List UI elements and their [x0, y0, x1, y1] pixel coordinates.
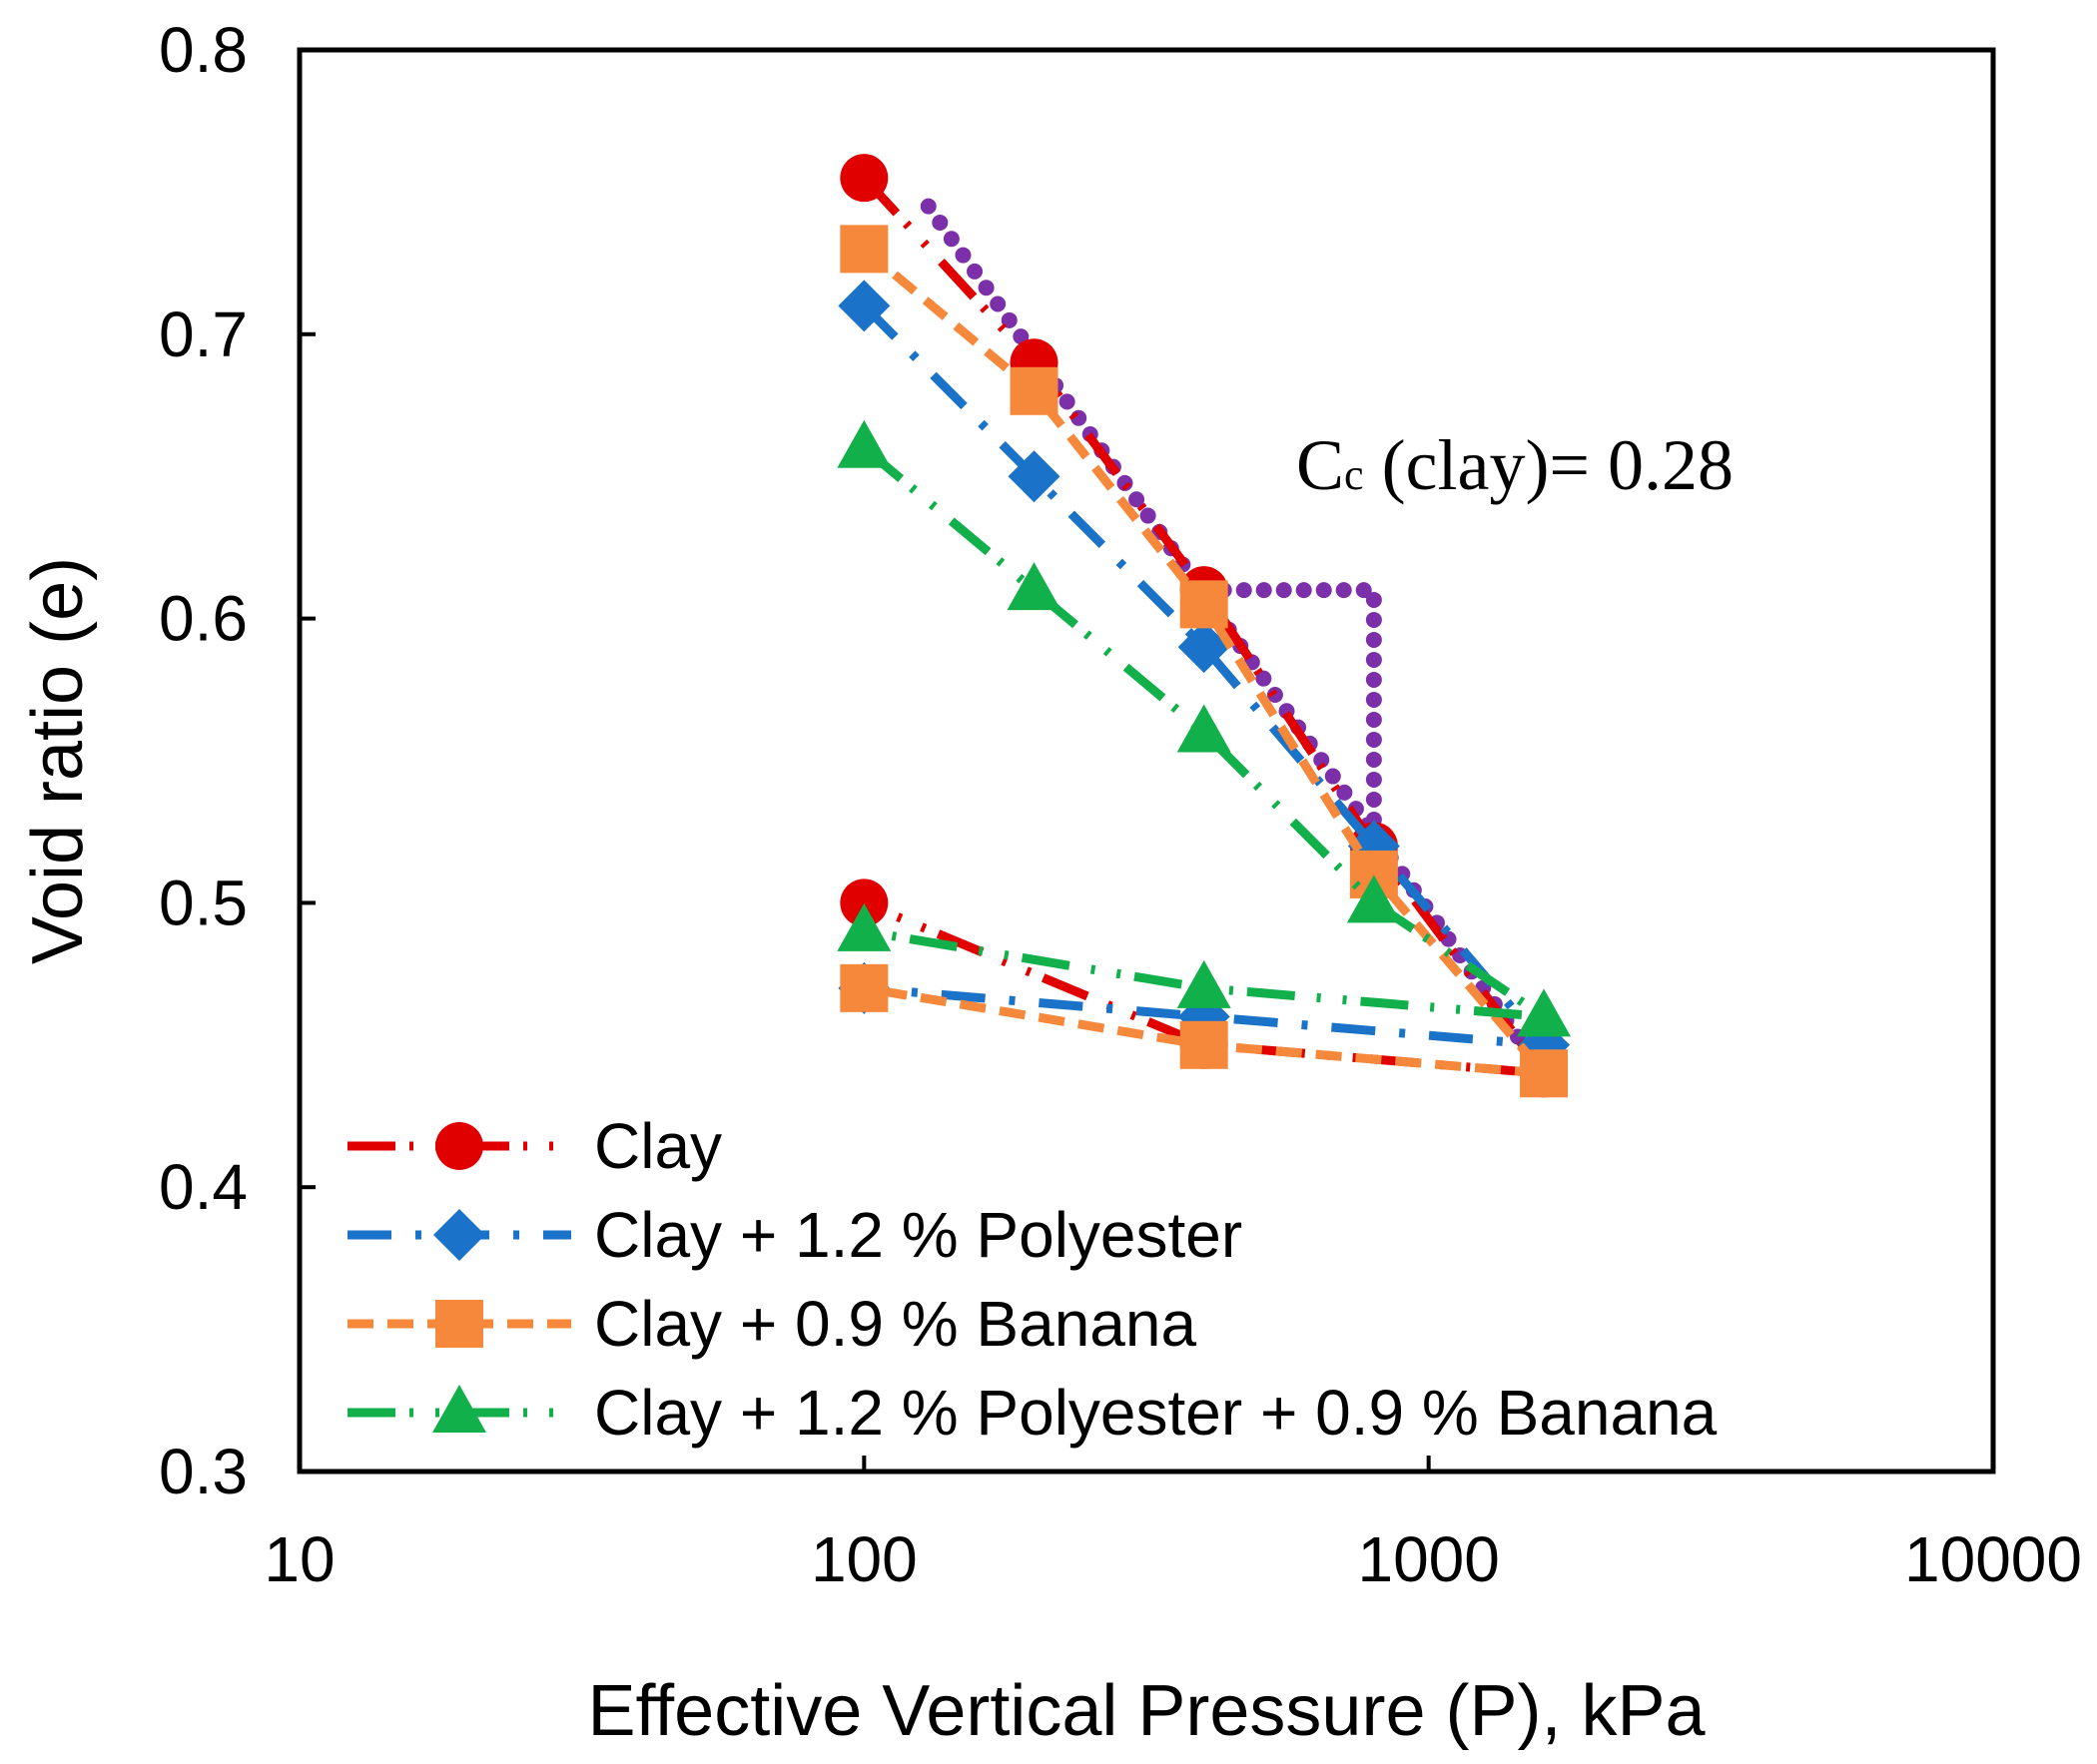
- y-tick-label: 0.7: [159, 298, 248, 370]
- y-tick-label: 0.4: [159, 1151, 248, 1223]
- series-3-point: [1010, 366, 1058, 415]
- legend-item-2-marker: [433, 1209, 485, 1261]
- x-axis-title: Effective Vertical Pressure (P), kPa: [587, 1671, 1706, 1751]
- y-tick-label: 0.8: [159, 14, 248, 86]
- legend-item-1-label: Clay: [594, 1110, 722, 1182]
- series-4-point: [1176, 959, 1231, 1008]
- series-1-point: [840, 154, 889, 203]
- legend-item-4: Clay + 1.2 % Polyester + 0.9 % Banana: [348, 1377, 1718, 1449]
- series-3-point: [840, 225, 889, 274]
- legend: Clay Clay + 1.2 % Polyester Clay + 0.9 % B…: [348, 1110, 1718, 1449]
- series-4-point: [1346, 875, 1401, 923]
- legend-item-2-label: Clay + 1.2 % Polyester: [594, 1199, 1242, 1271]
- cc-annotation-main: C: [1296, 425, 1344, 505]
- legend-item-4-marker: [432, 1385, 486, 1433]
- y-axis-title: Void ratio (e): [18, 557, 98, 964]
- series-3-point: [1179, 580, 1228, 629]
- plot-area-frame: [297, 47, 1996, 1474]
- x-tick-label: 100: [811, 1523, 918, 1595]
- series-4-point: [1007, 562, 1061, 611]
- series-4-point: [837, 902, 892, 951]
- series-3: [840, 225, 1569, 1098]
- x-tick-label: 1000: [1357, 1523, 1499, 1595]
- series-4-point: [1517, 988, 1572, 1037]
- series-3-point: [1179, 1020, 1228, 1069]
- cc-annotation: Cc (clay)= 0.28: [1296, 425, 1734, 505]
- cc-triangle: [1195, 582, 1382, 855]
- legend-item-3-label: Clay + 0.9 % Banana: [594, 1288, 1196, 1360]
- x-tick-label: 10: [264, 1523, 335, 1595]
- series-2-point: [1177, 621, 1230, 674]
- legend-item-1-marker: [435, 1122, 483, 1170]
- tick-layer: 0.3 0.4 0.5 0.6 0.7 0.8 10 100 1000 10000: [159, 14, 2082, 1595]
- y-tick-label: 0.6: [159, 583, 248, 655]
- series-layer: [837, 154, 1572, 1098]
- series-4: [837, 419, 1572, 1037]
- legend-item-1: Clay: [348, 1110, 722, 1182]
- series-3-point: [1520, 1049, 1569, 1098]
- y-tick-label: 0.5: [159, 867, 248, 938]
- legend-item-2: Clay + 1.2 % Polyester: [348, 1199, 1242, 1271]
- legend-item-3: Clay + 0.9 % Banana: [348, 1288, 1196, 1360]
- y-tick-label: 0.3: [159, 1436, 248, 1507]
- cc-annotation-sub: c: [1344, 450, 1364, 499]
- cc-annotation-rest: (clay)= 0.28: [1364, 425, 1734, 505]
- series-3-point: [840, 963, 889, 1012]
- legend-item-3-marker: [435, 1300, 483, 1348]
- series-2-point: [1008, 450, 1060, 503]
- series-1-point: [840, 879, 889, 927]
- x-tick-label: 10000: [1904, 1523, 2082, 1595]
- series-4-point: [837, 419, 892, 468]
- series-2-point: [838, 280, 891, 332]
- legend-item-4-label: Clay + 1.2 % Polyester + 0.9 % Banana: [594, 1377, 1718, 1449]
- series-4-point: [1176, 704, 1231, 753]
